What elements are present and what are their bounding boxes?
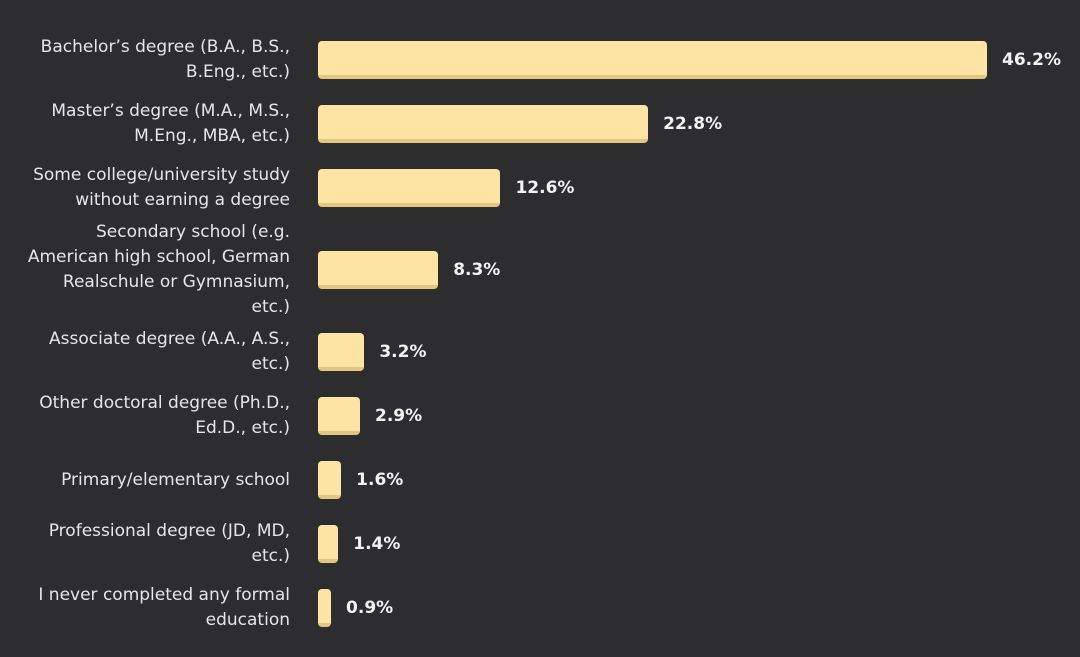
category-label: Some college/university study without ea…: [33, 165, 290, 210]
value-label: 46.2%: [1002, 50, 1061, 70]
bar: [318, 105, 649, 143]
bar: [318, 461, 342, 499]
bar-row: Master’s degree (M.A., M.S., M.Eng., MBA…: [0, 92, 1080, 156]
bar-row: I never completed any formal education 0.…: [0, 576, 1080, 640]
bar: [318, 525, 339, 563]
bar-row: Professional degree (JD, MD, etc.) 1.4%: [0, 512, 1080, 576]
bar: [318, 589, 332, 627]
chart: Bachelor’s degree (B.A., B.S., B.Eng., e…: [0, 28, 1080, 640]
category-label: Other doctoral degree (Ph.D., Ed.D., etc…: [39, 393, 290, 438]
bar: [318, 41, 987, 79]
value-label: 8.3%: [453, 260, 501, 280]
bar-track: 12.6%: [318, 169, 1080, 207]
bar-row: Primary/elementary school 1.6%: [0, 448, 1080, 512]
category-label: Primary/elementary school: [61, 469, 290, 490]
value-label: 3.2%: [379, 342, 427, 362]
bar-track: 46.2%: [318, 41, 1080, 79]
bar: [318, 333, 365, 371]
category-label: I never completed any formal education: [38, 585, 290, 630]
bar: [318, 169, 501, 207]
bar-track: 0.9%: [318, 589, 1080, 627]
value-label: 2.9%: [374, 406, 423, 426]
category-label: Secondary school (e.g. American high sch…: [27, 222, 290, 317]
category-label: Associate degree (A.A., A.S., etc.): [49, 329, 290, 374]
category-label: Master’s degree (M.A., M.S., M.Eng., MBA…: [51, 101, 290, 146]
bar-row: Bachelor’s degree (B.A., B.S., B.Eng., e…: [0, 28, 1080, 92]
bar-track: 22.8%: [318, 105, 1080, 143]
value-label: 1.4%: [353, 534, 401, 554]
bar-track: 1.6%: [318, 461, 1080, 499]
category-label: Bachelor’s degree (B.A., B.S., B.Eng., e…: [40, 37, 290, 82]
bar: [318, 251, 439, 289]
bar-track: 3.2%: [318, 333, 1080, 371]
category-label: Professional degree (JD, MD, etc.): [48, 521, 290, 566]
bar-track: 1.4%: [318, 525, 1080, 563]
bar-row: Some college/university study without ea…: [0, 156, 1080, 220]
value-label: 1.6%: [356, 470, 404, 490]
bar: [318, 397, 360, 435]
value-label: 0.9%: [346, 598, 394, 618]
value-label: 22.8%: [663, 114, 723, 134]
bar-track: 2.9%: [318, 397, 1080, 435]
value-label: 12.6%: [515, 178, 575, 198]
bar-row: Associate degree (A.A., A.S., etc.) 3.2%: [0, 320, 1080, 384]
bar-row: Other doctoral degree (Ph.D., Ed.D., etc…: [0, 384, 1080, 448]
bar-row: Secondary school (e.g. American high sch…: [0, 220, 1080, 320]
bar-track: 8.3%: [318, 251, 1080, 289]
